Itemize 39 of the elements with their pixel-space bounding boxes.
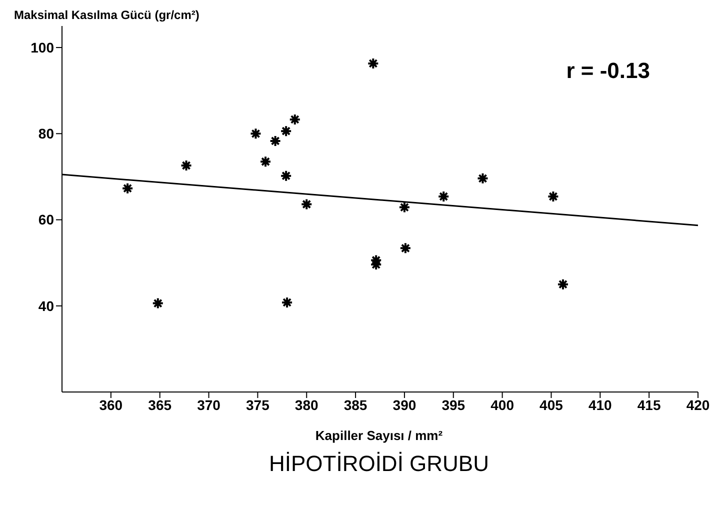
point [269,134,282,147]
annotation: r = -0.13 [566,58,650,84]
text: HİPOTİROİDİ GRUBU [268,451,490,477]
x-tick-label: 370 [197,396,221,413]
y-tick-label: 80 [38,126,54,142]
point [398,201,410,214]
point [260,156,272,168]
x-tick-label: 360 [99,396,123,413]
x-tick-label: 400 [490,396,514,413]
x-axis-title: Kapiller Sayısı / mm² [314,428,444,443]
x-tick-label: 415 [637,396,661,413]
point [280,170,292,182]
point [250,128,262,140]
point [281,296,294,308]
y-axis-title: Maksimal Kasılma Gücü (gr/cm²) [14,8,200,22]
y-tick-label: 100 [30,40,54,56]
point [476,172,489,184]
point [122,182,134,194]
point [556,278,569,290]
y-tick-label: 40 [38,298,54,314]
point [180,160,192,172]
point [300,198,313,210]
point [367,57,380,70]
x-tick-label: 390 [392,396,416,413]
x-tick-label: 420 [686,396,710,413]
x-tick-label: 385 [344,396,368,413]
x-tick-label: 365 [148,396,172,413]
x-tick-label: 395 [442,396,466,413]
point [438,190,450,203]
point [280,125,292,138]
point [152,297,164,310]
point [399,242,412,254]
point [547,190,560,203]
y-tick-label: 60 [38,212,54,228]
x-tick-label: 375 [246,396,270,413]
x-tick-label: 410 [588,396,612,413]
point [288,113,301,126]
x-tick-label: 405 [540,396,564,413]
x-tick-label: 380 [294,396,319,413]
